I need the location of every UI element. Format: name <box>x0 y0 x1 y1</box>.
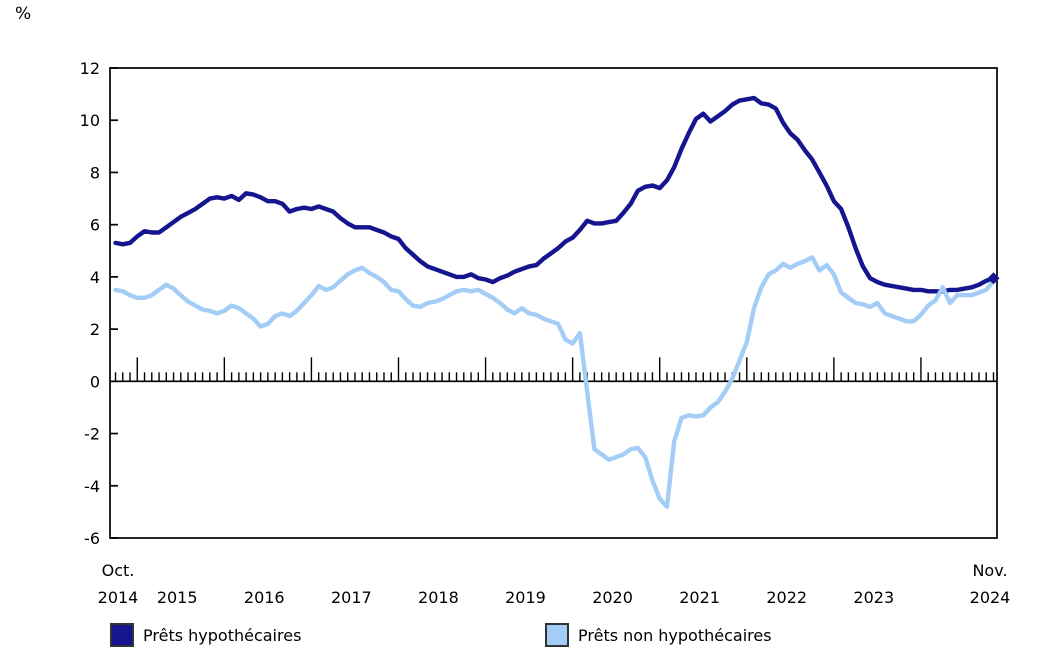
line-non-mortgage <box>113 255 996 509</box>
legend-item-mortgage: Prêts hypothécaires <box>110 623 301 647</box>
x-axis-year-label: 2015 <box>157 588 198 607</box>
x-axis-start-month-label: Oct. <box>102 561 135 580</box>
legend-label-mortgage: Prêts hypothécaires <box>143 625 302 645</box>
x-axis-year-label: 2018 <box>418 588 459 607</box>
x-axis-year-label: 2021 <box>679 588 720 607</box>
x-axis-year-label: 2023 <box>853 588 894 607</box>
legend: Prêts hypothécaires Prêts non hypothécai… <box>0 623 1041 651</box>
y-axis-tick-label: -4 <box>84 477 100 496</box>
legend-label-non-mortgage: Prêts non hypothécaires <box>578 625 772 645</box>
series-end-marker <box>987 272 1000 285</box>
y-axis-unit-label: % <box>15 4 32 24</box>
x-axis-year-label: 2016 <box>244 588 285 607</box>
y-axis-tick-label: 8 <box>90 163 100 182</box>
y-axis-tick-label: -6 <box>84 529 100 548</box>
x-axis-start-year-label: 2014 <box>98 588 139 607</box>
y-axis-tick-label: -2 <box>84 425 100 444</box>
x-axis-year-label: 2020 <box>592 588 633 607</box>
legend-swatch-mortgage-icon <box>110 623 134 647</box>
y-axis-tick-label: 0 <box>90 372 100 391</box>
legend-item-non-mortgage: Prêts non hypothécaires <box>545 623 772 647</box>
x-axis-year-label: 2017 <box>331 588 372 607</box>
y-axis-tick-label: 12 <box>80 59 100 78</box>
x-axis-year-label: 2022 <box>766 588 807 607</box>
x-axis-year-label: 2019 <box>505 588 546 607</box>
y-axis-tick-label: 2 <box>90 320 100 339</box>
x-axis-end-year-label: 2024 <box>970 588 1011 607</box>
legend-swatch-non-mortgage-icon <box>545 623 569 647</box>
plot-frame <box>109 67 998 539</box>
y-axis-tick-label: 4 <box>90 268 100 287</box>
line-mortgage <box>113 95 996 294</box>
y-axis-tick-label: 10 <box>80 111 100 130</box>
x-axis-end-month-label: Nov. <box>972 561 1007 580</box>
y-axis-tick-label: 6 <box>90 216 100 235</box>
